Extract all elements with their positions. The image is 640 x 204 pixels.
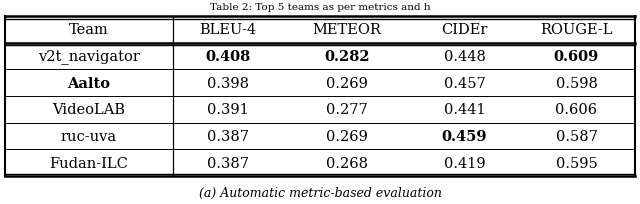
Text: BLEU-4: BLEU-4 [199, 23, 256, 37]
Text: v2t_navigator: v2t_navigator [38, 49, 140, 64]
Text: 0.391: 0.391 [207, 103, 248, 117]
Text: 0.609: 0.609 [554, 50, 599, 64]
Text: 0.268: 0.268 [326, 156, 368, 170]
Text: 0.598: 0.598 [556, 76, 597, 90]
Text: 0.606: 0.606 [556, 103, 598, 117]
Text: 0.459: 0.459 [442, 129, 487, 143]
Text: ROUGE-L: ROUGE-L [540, 23, 612, 37]
Text: 0.587: 0.587 [556, 129, 597, 143]
Text: 0.457: 0.457 [444, 76, 485, 90]
Text: VideoLAB: VideoLAB [52, 103, 125, 117]
Text: 0.282: 0.282 [324, 50, 369, 64]
Text: 0.269: 0.269 [326, 76, 367, 90]
Text: 0.269: 0.269 [326, 129, 367, 143]
Text: Fudan-ILC: Fudan-ILC [49, 156, 128, 170]
Text: Aalto: Aalto [67, 76, 110, 90]
Text: 0.441: 0.441 [444, 103, 485, 117]
Text: 0.387: 0.387 [207, 129, 248, 143]
Text: Table 2: Top 5 teams as per metrics and h: Table 2: Top 5 teams as per metrics and … [210, 2, 430, 11]
Text: 0.595: 0.595 [556, 156, 597, 170]
Text: 0.398: 0.398 [207, 76, 248, 90]
Text: 0.387: 0.387 [207, 156, 248, 170]
Text: Team: Team [69, 23, 109, 37]
Text: 0.448: 0.448 [444, 50, 485, 64]
Text: (a) Automatic metric-based evaluation: (a) Automatic metric-based evaluation [198, 186, 442, 198]
Text: 0.419: 0.419 [444, 156, 485, 170]
Text: ruc-uva: ruc-uva [61, 129, 117, 143]
Text: 0.277: 0.277 [326, 103, 367, 117]
Text: 0.408: 0.408 [205, 50, 250, 64]
Text: CIDEr: CIDEr [442, 23, 488, 37]
Text: METEOR: METEOR [312, 23, 381, 37]
